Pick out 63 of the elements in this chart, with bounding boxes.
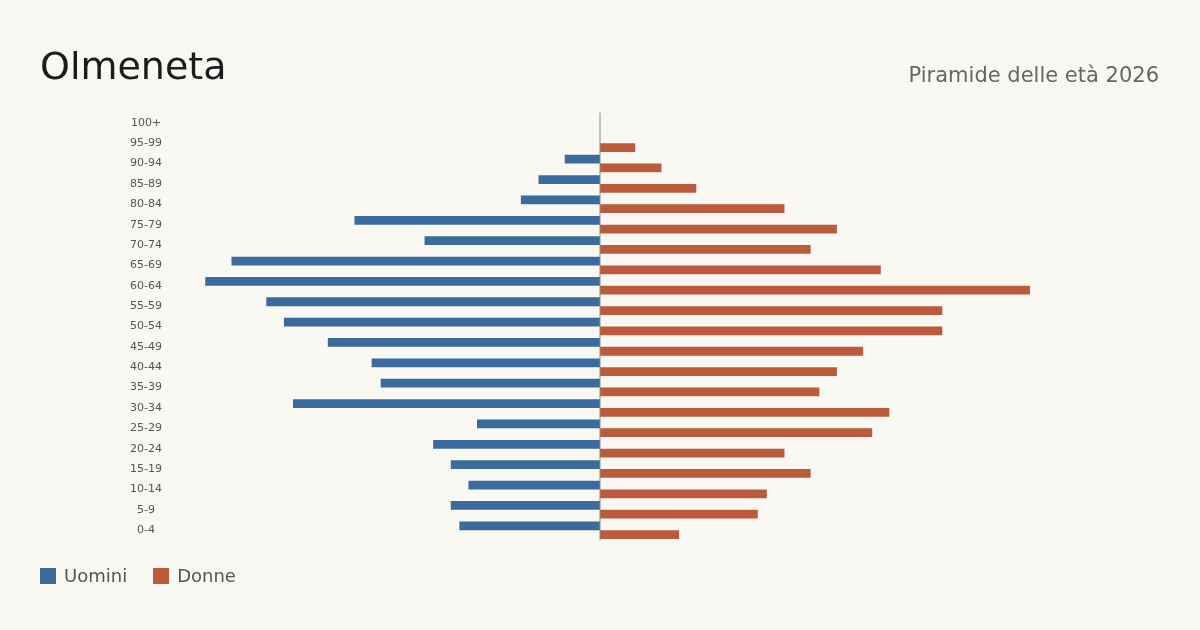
bar bbox=[600, 509, 758, 519]
y-tick-label: 80-84 bbox=[130, 197, 162, 211]
y-tick-label: 95-99 bbox=[130, 136, 162, 150]
y-tick-label: 5-9 bbox=[137, 502, 155, 516]
bar bbox=[538, 175, 600, 184]
y-tick-label: 35-39 bbox=[130, 380, 162, 394]
bar bbox=[600, 183, 697, 193]
bar bbox=[433, 439, 600, 449]
y-tick-label: 55-59 bbox=[130, 298, 162, 312]
y-tick-label: 15-19 bbox=[130, 461, 162, 475]
bar bbox=[468, 480, 600, 490]
bar bbox=[450, 460, 600, 470]
bar bbox=[600, 306, 943, 315]
bar bbox=[354, 215, 600, 225]
bar bbox=[600, 204, 785, 214]
chart-title: Olmeneta bbox=[40, 44, 227, 88]
bar bbox=[450, 501, 600, 510]
bar bbox=[600, 407, 890, 417]
bar bbox=[477, 419, 600, 429]
bar bbox=[292, 399, 600, 408]
bar bbox=[459, 521, 600, 531]
y-tick-label: 25-29 bbox=[130, 421, 162, 435]
bar bbox=[600, 143, 636, 152]
bar bbox=[600, 326, 943, 336]
bar bbox=[424, 236, 600, 246]
y-tick-label: 65-69 bbox=[130, 258, 162, 272]
y-tick-label: 40-44 bbox=[130, 360, 162, 374]
chart-subtitle: Piramide delle età 2026 bbox=[908, 63, 1159, 87]
bar bbox=[600, 469, 811, 478]
bar bbox=[600, 367, 837, 376]
legend-label: Uomini bbox=[64, 565, 128, 586]
bar bbox=[600, 224, 837, 234]
bar bbox=[283, 317, 600, 327]
bar bbox=[600, 428, 873, 438]
y-tick-label: 50-54 bbox=[130, 319, 162, 333]
bar bbox=[600, 387, 820, 397]
bar bbox=[371, 358, 600, 368]
bar bbox=[600, 285, 1030, 295]
y-tick-label: 60-64 bbox=[130, 278, 162, 292]
bar bbox=[327, 338, 600, 347]
bar bbox=[600, 489, 767, 499]
y-tick-label: 30-34 bbox=[130, 400, 162, 414]
y-tick-label: 45-49 bbox=[130, 339, 162, 353]
y-tick-label: 20-24 bbox=[130, 441, 162, 455]
bar bbox=[266, 297, 600, 307]
bar bbox=[564, 154, 600, 164]
y-tick-label: 70-74 bbox=[130, 237, 162, 251]
y-tick-label: 85-89 bbox=[130, 176, 162, 190]
y-tick-label: 90-94 bbox=[130, 156, 162, 170]
bar bbox=[600, 346, 864, 356]
bar bbox=[600, 448, 785, 458]
bar bbox=[205, 277, 600, 286]
bar bbox=[520, 195, 600, 205]
y-tick-label: 100+ bbox=[130, 115, 162, 129]
bar bbox=[600, 265, 881, 275]
y-tick-label: 75-79 bbox=[130, 217, 162, 231]
legend-label: Donne bbox=[177, 565, 236, 586]
bar bbox=[380, 378, 600, 388]
bar bbox=[231, 256, 600, 266]
y-tick-label: 0-4 bbox=[137, 523, 155, 537]
bar bbox=[600, 530, 680, 539]
bar bbox=[600, 245, 811, 254]
y-tick-label: 10-14 bbox=[130, 482, 162, 496]
